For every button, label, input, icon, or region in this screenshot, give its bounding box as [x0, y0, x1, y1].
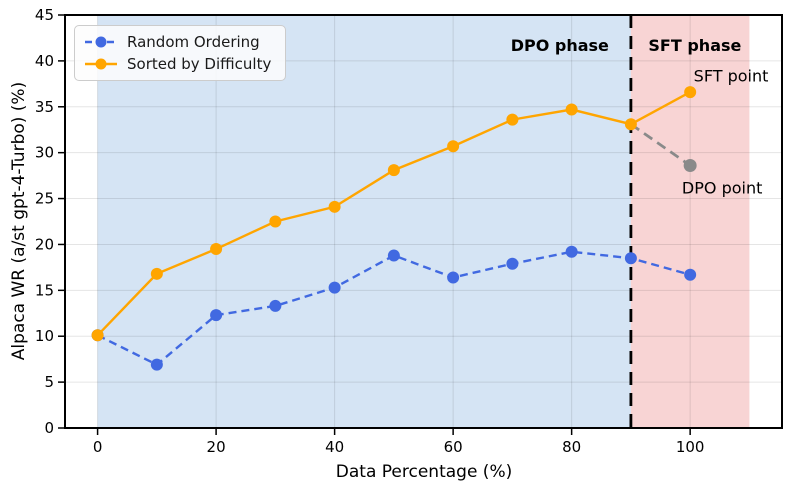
- data-point-marker: [565, 245, 578, 258]
- data-point-marker: [506, 257, 519, 270]
- y-axis-label: Alpaca WR (a/st gpt-4-Turbo) (%): [9, 81, 29, 361]
- data-point-marker: [624, 252, 637, 265]
- data-point-marker: [269, 299, 282, 312]
- data-point-marker: [387, 164, 400, 177]
- legend-item-label: Random Ordering: [127, 33, 260, 51]
- data-point-marker: [506, 113, 519, 126]
- sft-phase-label: SFT phase: [648, 36, 741, 55]
- data-point-marker: [624, 118, 637, 131]
- dpo-point-marker: [683, 159, 697, 173]
- x-tick-label: 100: [676, 438, 705, 456]
- legend: Random Ordering Sorted by Difficulty: [74, 25, 287, 81]
- data-point-marker: [210, 309, 223, 322]
- legend-swatch-solid-line-icon: [85, 58, 117, 70]
- plot-border: [64, 14, 783, 429]
- data-point-marker: [150, 358, 163, 371]
- x-tick-label: 40: [325, 438, 344, 456]
- y-tick-label: 5: [44, 373, 54, 391]
- x-tick-label: 0: [93, 438, 103, 456]
- legend-swatch-dashed-line-icon: [85, 36, 117, 48]
- x-tick-label: 80: [562, 438, 581, 456]
- data-point-marker: [387, 249, 400, 262]
- data-point-marker: [269, 215, 282, 228]
- data-point-marker: [328, 281, 341, 294]
- sft-point-label: SFT point: [694, 66, 769, 85]
- data-point-marker: [447, 140, 460, 153]
- dpo-continuation-line: [630, 123, 691, 167]
- x-tick-label: 20: [207, 438, 226, 456]
- data-point-marker: [210, 243, 223, 256]
- sft-phase-region: [630, 15, 750, 428]
- data-point-marker: [91, 329, 104, 342]
- x-tick-label: 60: [444, 438, 463, 456]
- data-point-marker: [328, 200, 341, 213]
- x-axis-label: Data Percentage (%): [335, 462, 513, 482]
- data-point-marker: [684, 268, 697, 281]
- legend-item-random-ordering: Random Ordering: [84, 31, 271, 53]
- dpo-point-label: DPO point: [682, 178, 762, 197]
- y-tick-label: 0: [44, 419, 54, 437]
- data-point-marker: [150, 267, 163, 280]
- legend-item-label: Sorted by Difficulty: [127, 55, 272, 73]
- y-tick-label: 45: [35, 6, 54, 24]
- data-point-marker: [447, 271, 460, 284]
- y-tick-label: 20: [35, 235, 54, 253]
- dpo-phase-label: DPO phase: [511, 36, 609, 55]
- dpo-phase-region: [97, 15, 631, 428]
- data-point-marker: [684, 86, 697, 99]
- y-tick-label: 15: [35, 281, 54, 299]
- y-tick-label: 25: [35, 190, 54, 208]
- data-point-marker: [565, 103, 578, 116]
- legend-item-sorted-by-difficulty: Sorted by Difficulty: [84, 53, 271, 75]
- y-tick-label: 40: [35, 52, 54, 70]
- y-tick-label: 35: [35, 98, 54, 116]
- y-tick-label: 10: [35, 327, 54, 345]
- y-tick-label: 30: [35, 144, 54, 162]
